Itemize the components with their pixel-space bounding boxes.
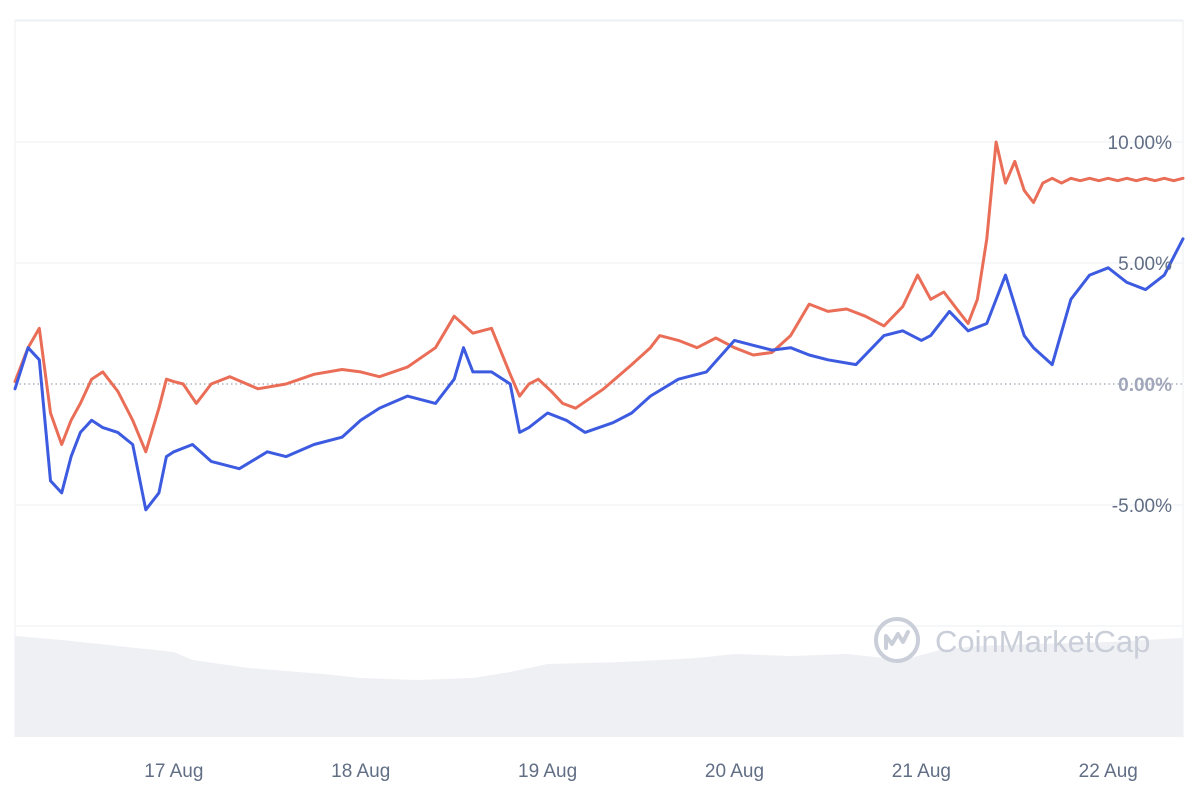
series-line-red: [13, 140, 1185, 454]
coinmarketcap-logo-icon: [874, 617, 920, 663]
series-layer: [13, 140, 1185, 512]
series-line-blue: [13, 237, 1185, 512]
x-tick-label: 21 Aug: [892, 761, 951, 782]
x-tick-label: 22 Aug: [1079, 761, 1138, 782]
y-tick-label: -5.00%: [1112, 496, 1172, 517]
watermark: CoinMarketCap: [874, 617, 1150, 663]
watermark-text: CoinMarketCap: [935, 624, 1150, 659]
grid-layer: [14, 19, 1184, 737]
y-tick-label: 0.00%: [1118, 375, 1172, 396]
x-tick-label: 19 Aug: [518, 761, 577, 782]
x-tick-label: 20 Aug: [705, 761, 764, 782]
y-tick-label: 10.00%: [1108, 133, 1173, 154]
x-tick-label: 18 Aug: [331, 761, 390, 782]
y-tick-label: 5.00%: [1118, 254, 1172, 275]
x-axis-ticks: 17 Aug 18 Aug 19 Aug 20 Aug 21 Aug 22 Aug: [144, 761, 1138, 782]
x-tick-label: 17 Aug: [144, 761, 203, 782]
y-axis-ticks: 10.00% 5.00% 0.00% -5.00%: [1108, 133, 1173, 517]
